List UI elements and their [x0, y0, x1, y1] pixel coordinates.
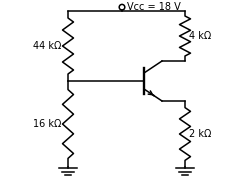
Text: 44 kΩ: 44 kΩ: [33, 41, 61, 51]
Text: 16 kΩ: 16 kΩ: [33, 119, 61, 129]
Text: Vcc = 18 V: Vcc = 18 V: [127, 2, 181, 12]
Text: 4 kΩ: 4 kΩ: [189, 31, 211, 41]
Text: 2 kΩ: 2 kΩ: [189, 129, 211, 139]
